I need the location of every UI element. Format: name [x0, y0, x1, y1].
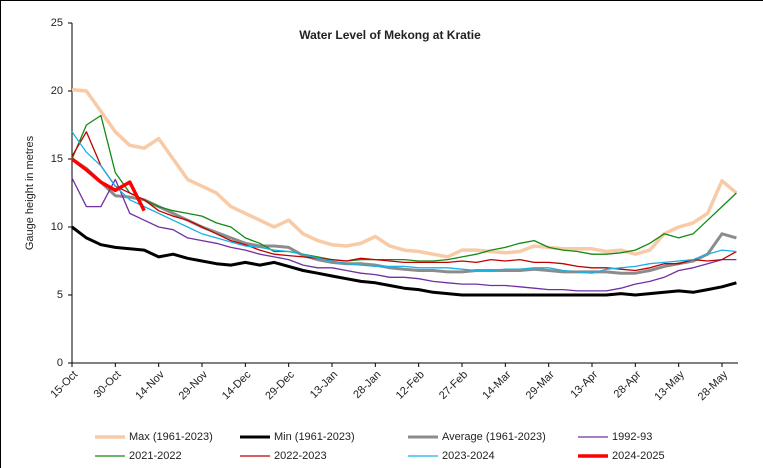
legend-label: 2021-2022 — [129, 450, 182, 462]
legend-label: Average (1961-2023) — [442, 431, 546, 443]
y-tick-label: 10 — [51, 221, 63, 233]
y-tick-label: 20 — [51, 85, 63, 97]
series-line — [70, 157, 146, 212]
y-tick-label: 5 — [57, 289, 63, 301]
series-line — [71, 177, 737, 292]
series-line — [71, 131, 737, 272]
series-line — [71, 114, 737, 262]
legend-label: 2023-2024 — [442, 450, 495, 462]
y-tick-label: 0 — [57, 357, 63, 369]
legend-label: 1992-93 — [612, 431, 652, 443]
legend-label: 2022-2023 — [274, 450, 327, 462]
y-tick-label: 15 — [51, 153, 63, 165]
series-line — [71, 225, 737, 297]
legend-label: Max (1961-2023) — [129, 431, 213, 443]
series-line — [71, 157, 737, 275]
y-axis-label: Gauge height in metres — [24, 135, 36, 250]
legend-label: Min (1961-2023) — [274, 431, 355, 443]
y-tick-label: 25 — [51, 17, 63, 29]
legend-label: 2024-2025 — [612, 450, 665, 462]
chart-title: Water Level of Mekong at Kratie — [299, 28, 481, 42]
series-line — [71, 131, 737, 274]
